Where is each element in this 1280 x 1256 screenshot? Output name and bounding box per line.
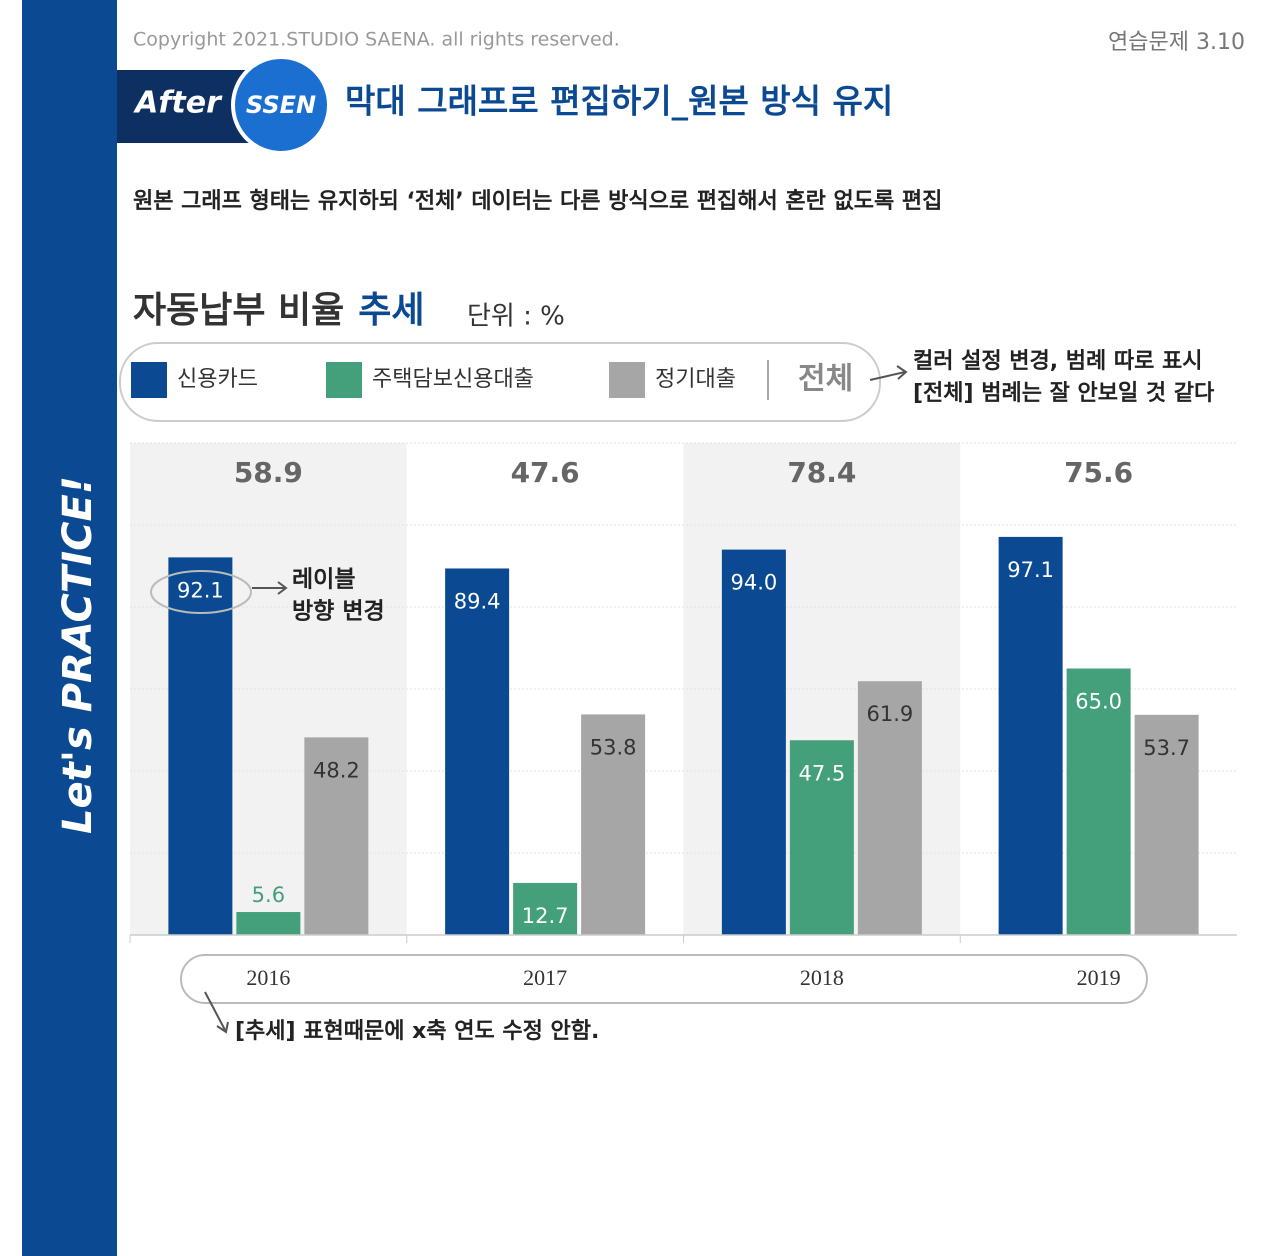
arrow [869, 371, 906, 381]
badge-circle [231, 55, 331, 155]
chart-title-accent: 추세 [358, 290, 424, 331]
total-value-label: 47.6 [511, 456, 580, 489]
legend-swatch [131, 362, 167, 398]
label-note-2: 방향 변경 [292, 599, 385, 625]
legend-label: 정기대출 [655, 367, 736, 392]
page-title: 막대 그래프로 편집하기_원본 방식 유지 [345, 82, 893, 121]
bar-value-label: 12.7 [522, 904, 569, 928]
bar [1066, 668, 1131, 935]
side-bar [22, 0, 117, 1256]
bar-value-label: 65.0 [1075, 690, 1122, 714]
legend-outline [119, 342, 881, 422]
legend: 신용카드 주택담보신용대출 정기대출 [131, 362, 736, 398]
legend-label: 주택담보신용대출 [372, 367, 534, 392]
copyright: Copyright 2021.STUDIO SAENA. all rights … [133, 29, 620, 51]
bar-value-label: 53.8 [590, 735, 637, 759]
bar [1134, 714, 1199, 935]
total-value-label: 75.6 [1064, 456, 1133, 489]
legend-label: 신용카드 [177, 367, 258, 392]
bar-value-label: 92.1 [177, 578, 224, 602]
x-tick-label: 2018 [800, 965, 844, 990]
legend-note-2: [전체] 범례는 잘 안보일 것 같다 [913, 381, 1215, 406]
bar-value-label: 5.6 [252, 883, 285, 907]
label-note-1: 레이블 [292, 567, 355, 593]
bar [445, 568, 510, 935]
bar [513, 882, 578, 935]
chart-title: 자동납부 비율 추세 [133, 290, 425, 331]
bar-value-label: 47.5 [798, 761, 845, 785]
badge-left: After [133, 86, 223, 121]
bar-value-label: 97.1 [1007, 558, 1054, 582]
legend-swatch [326, 362, 362, 398]
arrow [204, 991, 229, 1034]
side-label: Let's PRACTICE! [55, 476, 101, 834]
page-number: 연습문제 3.10 [1108, 30, 1245, 55]
bar-value-label: 89.4 [454, 589, 501, 613]
axis-outline [180, 954, 1148, 1004]
legend-total: 전체 [798, 362, 853, 397]
bar [236, 912, 301, 935]
bar-value-label: 53.7 [1143, 736, 1190, 760]
plot: 92.1 5.6 48.2 58.9 2016 89.4 12.7 53.8 47.6 2017 9… [129, 442, 1237, 990]
bar [168, 557, 233, 935]
unit-label: 단위 : % [467, 302, 565, 332]
arrow [252, 581, 288, 595]
axis-note: [추세] 표현때문에 x축 연도 수정 안함. [235, 1019, 599, 1044]
legend-note-1: 컬러 설정 변경, 범례 따로 표시 [913, 349, 1203, 374]
badge-left-bg [117, 70, 252, 143]
x-tick-label: 2019 [1077, 965, 1121, 990]
bar-value-label: 61.9 [866, 702, 913, 726]
legend-swatch [609, 362, 645, 398]
bar [581, 714, 646, 935]
x-tick-label: 2016 [246, 965, 290, 990]
total-value-label: 78.4 [787, 456, 856, 489]
x-tick-label: 2017 [523, 965, 567, 990]
badge-right: SSEN [246, 91, 316, 119]
bar [789, 740, 854, 935]
total-value-label: 58.9 [234, 456, 303, 489]
label-outline [150, 570, 252, 614]
bar-value-label: 94.0 [730, 571, 777, 595]
bar-value-label: 48.2 [313, 758, 360, 782]
chart-title-main: 자동납부 비율 [133, 290, 344, 331]
bar [998, 536, 1063, 935]
arrow-head [896, 365, 908, 380]
bar [721, 549, 786, 935]
description: 원본 그래프 형태는 유지하되 ‘전체’ 데이터는 다른 방식으로 편집해서 혼… [133, 189, 942, 214]
bar [857, 681, 922, 935]
bar [304, 737, 369, 935]
